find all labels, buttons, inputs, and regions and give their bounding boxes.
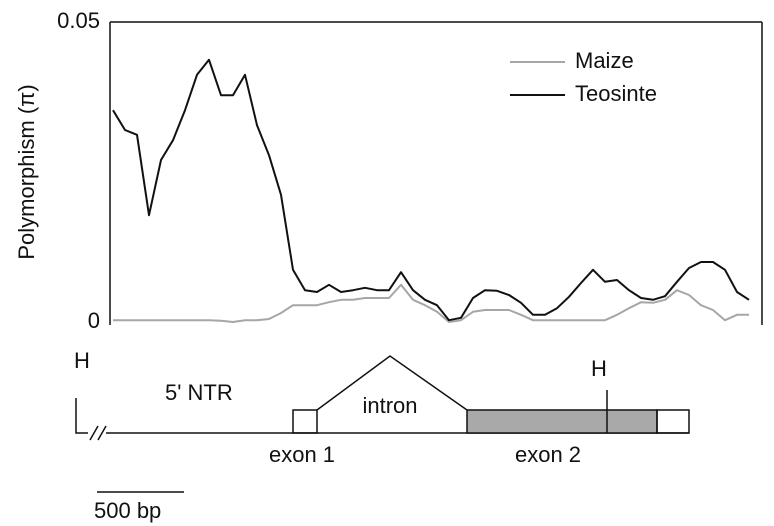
- y-axis-label: Polymorphism (π): [14, 84, 39, 259]
- y-tick-label: 0.05: [57, 8, 100, 33]
- series-line: [112, 58, 750, 322]
- h-label: H: [74, 348, 90, 373]
- break: [97, 425, 107, 441]
- exon-1: [292, 409, 318, 434]
- gene-diagram: [75, 355, 690, 493]
- intron-line: [316, 355, 468, 411]
- y-tick-label: 0: [88, 308, 100, 333]
- exon1-label: exon 1: [269, 442, 335, 467]
- exon2-label: exon 2: [515, 442, 581, 467]
- break: [89, 425, 99, 441]
- h-marker: [75, 398, 88, 434]
- exon-2: [466, 409, 658, 434]
- exon-2-utr: [656, 409, 690, 434]
- intron-label: intron: [362, 393, 417, 418]
- h-label: H: [591, 356, 607, 381]
- legend-label: Teosinte: [575, 81, 657, 106]
- series-line: [113, 283, 749, 323]
- scale-label: 500 bp: [94, 498, 161, 523]
- ntr-label: 5' NTR: [165, 380, 233, 405]
- legend-label: Maize: [575, 48, 634, 73]
